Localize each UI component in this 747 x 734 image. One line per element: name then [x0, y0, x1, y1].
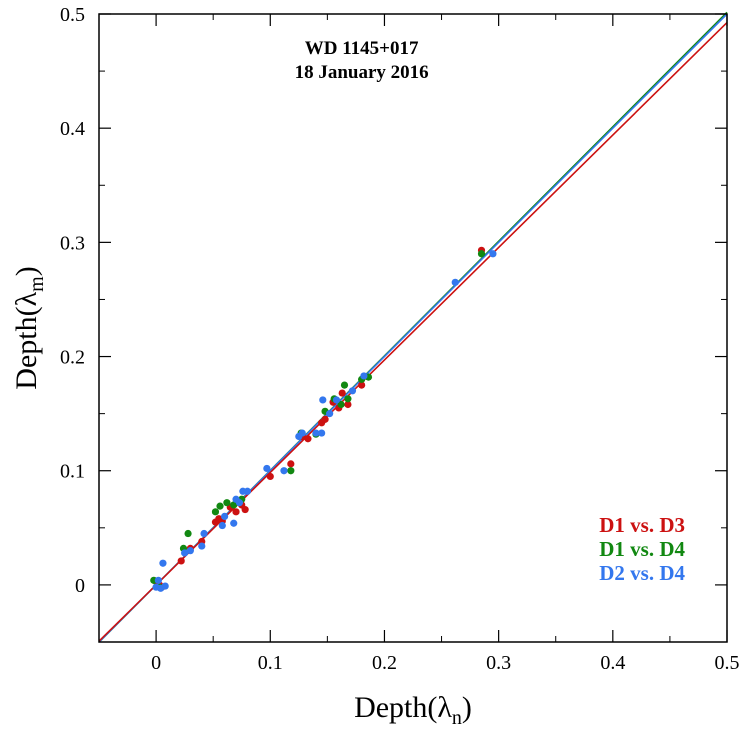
data-point — [340, 381, 349, 389]
data-point — [186, 547, 194, 555]
legend-entry: D1 vs. D4 — [599, 537, 685, 561]
x-axis-label-greek: λ — [437, 691, 452, 724]
data-point — [223, 499, 231, 507]
x-tick-label: 0.5 — [715, 652, 740, 674]
data-point — [211, 508, 220, 516]
plot-frame — [98, 13, 728, 643]
data-point — [312, 429, 320, 437]
data-point — [235, 499, 244, 507]
chart-title: WD 1145+017 — [305, 38, 419, 59]
data-point — [287, 460, 295, 468]
y-tick-label: 0.2 — [60, 347, 85, 369]
chart-subtitle: 18 January 2016 — [295, 62, 429, 83]
data-point — [319, 396, 327, 404]
x-axis-label: Depth(λn) — [354, 691, 472, 729]
data-point — [241, 505, 249, 514]
data-point — [326, 410, 334, 418]
data-point — [232, 508, 240, 516]
data-point — [451, 278, 459, 286]
data-point — [230, 501, 238, 509]
data-point — [198, 542, 206, 550]
data-point — [298, 429, 306, 437]
data-point — [344, 395, 352, 403]
data-point — [287, 467, 295, 475]
data-point — [216, 502, 224, 510]
data-point — [154, 576, 162, 584]
data-point — [263, 464, 271, 473]
x-tick-label: 0.1 — [258, 652, 283, 674]
y-axis-label-main: Depth( — [10, 306, 43, 389]
data-point — [358, 381, 366, 389]
x-tick-label: 0.4 — [600, 652, 625, 674]
x-axis-label-sub: n — [452, 707, 462, 729]
x-tick-label: 0.3 — [486, 652, 511, 674]
y-tick-label: 0.1 — [60, 461, 85, 483]
data-point — [221, 512, 229, 521]
y-tick-label: 0.5 — [60, 4, 85, 26]
ticks-layer: 0 0.1 0.2 0.3 0.4 0.5 0 0.1 0.2 0.3 0.4 0.5 — [60, 4, 740, 674]
data-point — [332, 396, 341, 404]
data-point — [200, 529, 208, 538]
data-point — [243, 487, 252, 495]
fit-line — [98, 21, 728, 642]
data-point — [477, 250, 486, 258]
data-point — [338, 389, 346, 397]
data-points — [150, 246, 497, 592]
data-point — [177, 557, 185, 565]
y-tick-label: 0 — [75, 575, 85, 597]
data-point — [280, 467, 288, 475]
data-point — [318, 429, 326, 437]
data-point — [161, 582, 169, 590]
y-axis-label-close: ) — [10, 266, 43, 276]
data-point — [230, 519, 238, 527]
data-point — [218, 521, 226, 530]
data-point — [181, 549, 189, 557]
data-point — [321, 415, 329, 423]
data-point — [337, 400, 345, 409]
data-point — [304, 435, 312, 443]
y-axis-label: Depth(λm) — [10, 266, 48, 389]
legend-entry: D1 vs. D3 — [599, 513, 685, 537]
data-point — [184, 529, 192, 538]
x-axis-label-close: ) — [462, 691, 472, 724]
fit-lines — [98, 11, 728, 643]
data-point — [360, 372, 368, 380]
y-tick-label: 0.4 — [60, 118, 85, 140]
data-point — [344, 400, 352, 409]
y-axis-label-greek: λ — [10, 291, 43, 306]
x-axis-label-main: Depth( — [354, 691, 437, 724]
y-tick-label: 0.3 — [60, 232, 85, 254]
x-tick-label: 0.2 — [372, 652, 397, 674]
data-point — [348, 387, 357, 395]
data-point — [159, 559, 167, 567]
data-point — [489, 250, 497, 258]
data-point — [266, 472, 274, 481]
x-tick-label: 0 — [151, 652, 161, 674]
y-axis-label-sub: m — [26, 276, 48, 292]
legend-entry: D2 vs. D4 — [599, 561, 685, 585]
